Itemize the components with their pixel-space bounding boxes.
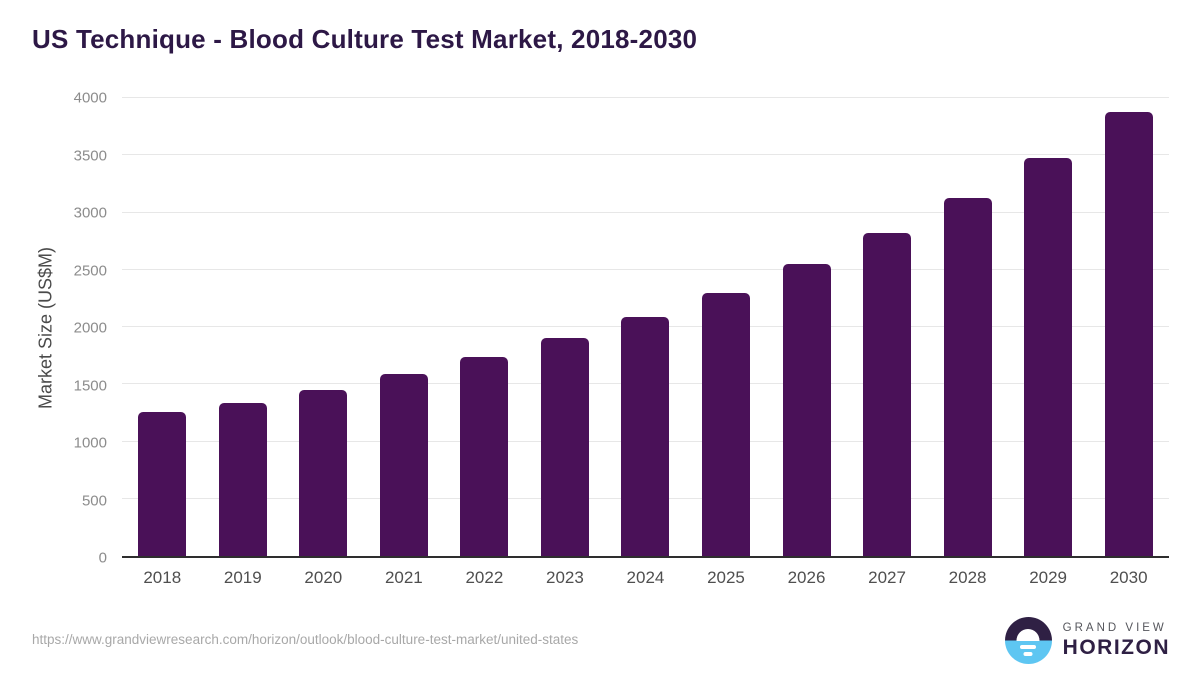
x-tick-2027: 2027 [868,568,906,587]
x-tick-2028: 2028 [948,568,987,587]
bar-slot-2029 [1008,98,1089,556]
plot-area [122,97,1169,558]
y-tick-1500: 1500 [73,377,107,394]
y-tick-1000: 1000 [73,434,107,452]
source-url: https://www.grandviewresearch.com/horizo… [32,632,579,647]
x-tick-2024: 2024 [626,568,665,587]
gridline-2500 [122,268,1169,270]
gridline-4000 [122,97,1169,98]
bar-2025 [701,292,750,556]
bar-series [122,98,1169,556]
y-tick-3500: 3500 [73,147,107,164]
bar-2027 [863,233,912,556]
x-tick-2019: 2019 [223,568,262,587]
y-tick-0: 0 [98,549,107,567]
bar-slot-2027 [847,98,928,556]
x-tick-2020: 2020 [304,568,343,587]
x-axis-tick-labels: 2018 2019 2020 2021 2022 2023 2024 2025 2026 2027… [122,568,1169,588]
brand-name: GRAND VIEW HORIZON [1063,622,1170,660]
x-tick-2030: 2030 [1109,568,1148,587]
logo-reflection-line [1023,651,1033,656]
bar-2023 [540,338,589,556]
bar-slot-2028 [927,98,1008,556]
x-tick-2029: 2029 [1029,568,1068,587]
bar-2019 [218,402,267,556]
y-tick-4000: 4000 [73,89,107,107]
bar-slot-2021 [364,98,445,556]
gridline-3000 [122,211,1169,213]
x-tick-2018: 2018 [143,568,182,587]
bar-2029 [1024,157,1073,556]
bar-slot-2019 [203,98,284,556]
bar-slot-2026 [766,98,847,556]
x-tick-2026: 2026 [787,568,826,587]
x-tick-2023: 2023 [546,568,584,587]
y-tick-2000: 2000 [73,319,107,337]
logo-reflection-line [1020,644,1037,649]
bar-slot-2025 [686,98,767,556]
bar-2021 [379,373,428,556]
chart-title: US Technique - Blood Culture Test Market… [32,24,698,54]
bar-2028 [943,197,992,556]
y-tick-2500: 2500 [73,262,107,279]
bar-2030 [1104,111,1153,556]
y-tick-3000: 3000 [73,204,107,222]
bar-slot-2020 [283,98,364,556]
bar-slot-2023 [525,98,606,556]
y-tick-500: 500 [81,492,107,509]
bar-slot-2024 [605,98,686,556]
bar-slot-2030 [1088,98,1169,556]
bar-2020 [299,389,348,556]
gridline-3500 [122,154,1169,156]
x-tick-2022: 2022 [465,568,504,587]
bar-2018 [138,411,187,556]
brand-name-top: GRAND VIEW [1062,621,1167,634]
x-tick-2021: 2021 [384,568,423,587]
logo-sun-shape [1016,628,1040,641]
sun-over-horizon-icon [1004,617,1052,664]
bar-slot-2022 [444,98,525,556]
brand-logo: GRAND VIEW HORIZON [1004,617,1170,664]
bar-slot-2018 [122,98,203,556]
bar-2022 [460,356,509,556]
bar-2024 [621,316,670,556]
y-axis-tick-labels: 0 500 1000 1500 2000 2500 3000 3500 4000 [30,90,107,567]
x-tick-2025: 2025 [707,568,745,587]
brand-name-bottom: HORIZON [1062,635,1170,659]
bar-2026 [782,264,831,556]
